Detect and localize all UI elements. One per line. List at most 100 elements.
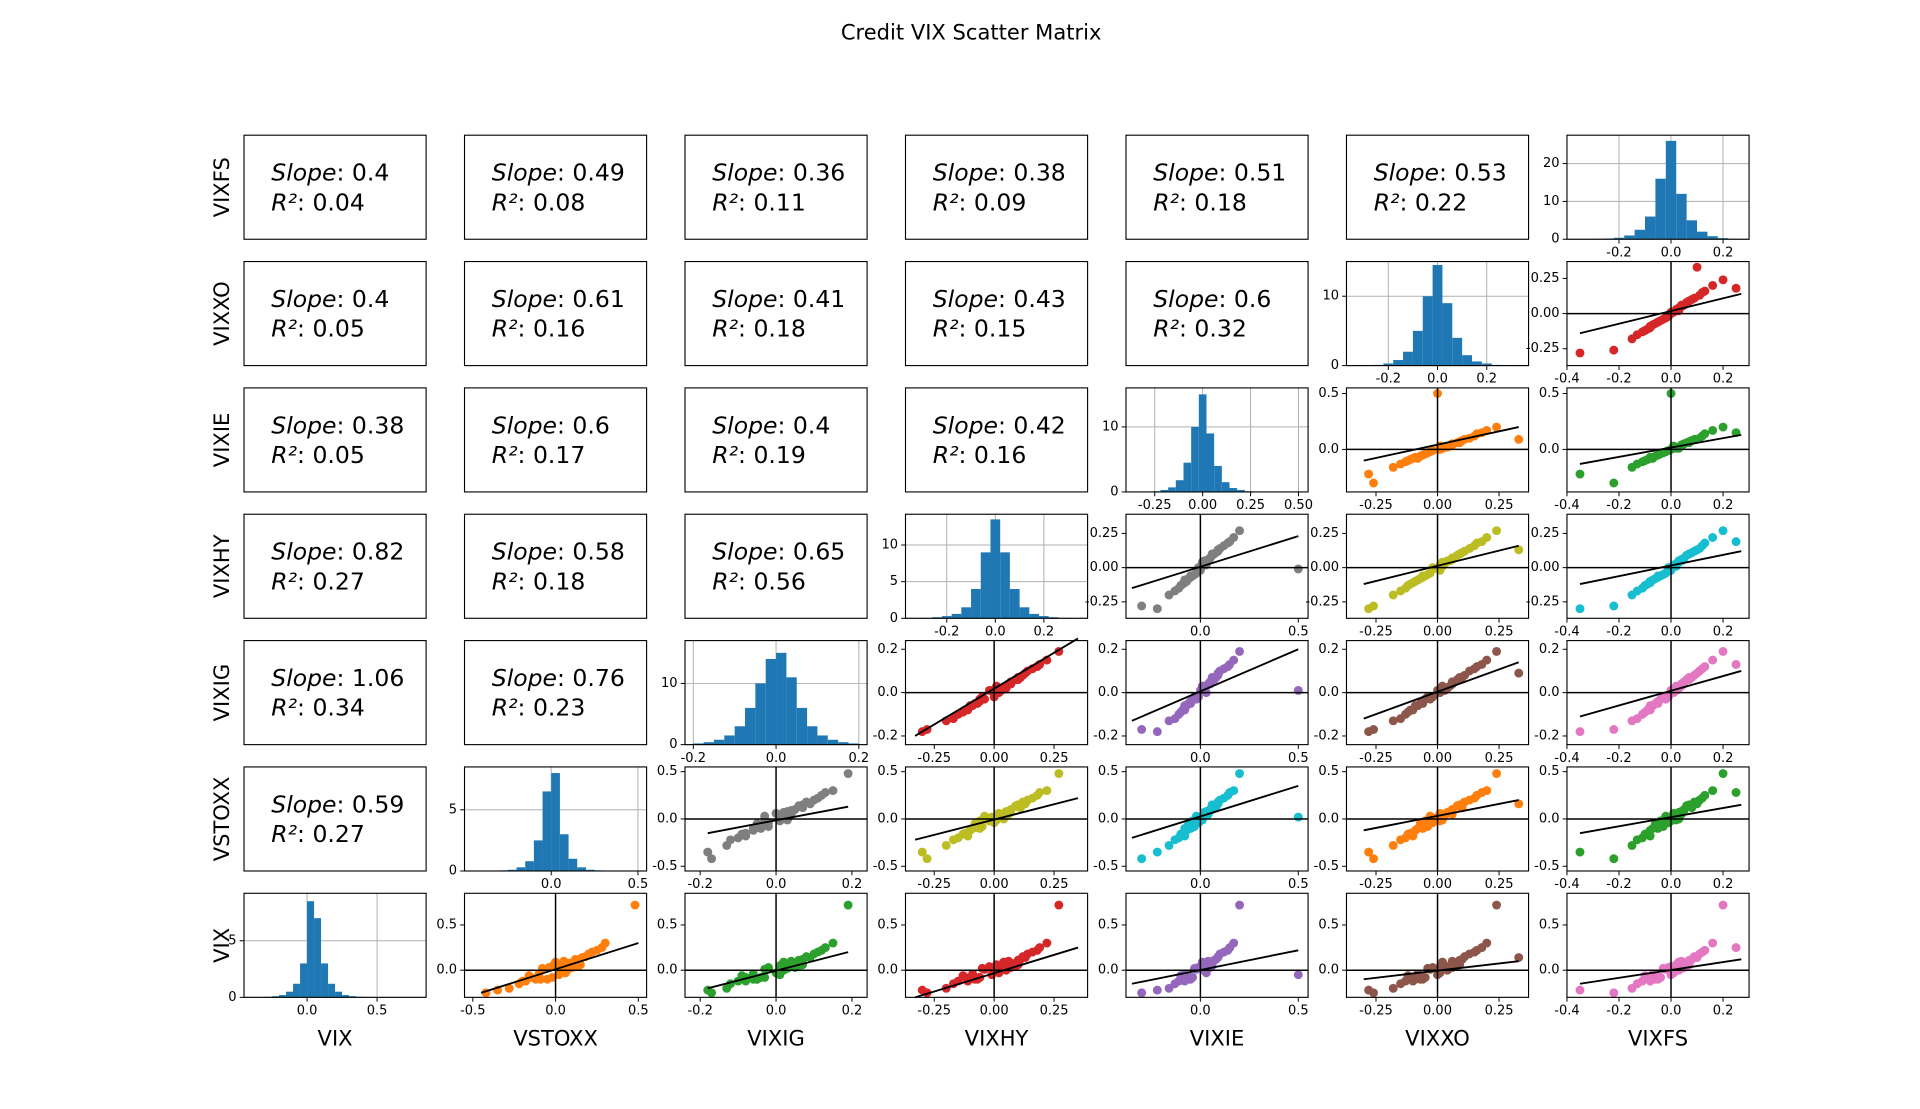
x-tick-label: 0.2 bbox=[1034, 624, 1055, 639]
panel-content: -0.25 0.00 0.25 -0.25 0.00 0.25 bbox=[1305, 514, 1529, 639]
fit-line bbox=[1363, 544, 1519, 585]
panel-frame bbox=[463, 134, 648, 240]
x-tick-label: 0.0 bbox=[1661, 245, 1682, 260]
r2-text: R²: 0.22 bbox=[1374, 188, 1468, 216]
fit-line bbox=[1363, 661, 1520, 720]
slope-text: Slope: 0.61 bbox=[492, 284, 625, 312]
y-tick-label: 0.00 bbox=[1531, 306, 1560, 321]
r2-text: R²: 0.18 bbox=[1153, 188, 1247, 216]
y-tick-label: 0.5 bbox=[1318, 917, 1339, 932]
y-tick-label: 0.5 bbox=[1318, 764, 1339, 779]
panel-frame bbox=[243, 766, 427, 872]
histogram-bar bbox=[1191, 426, 1199, 492]
x-tick-label: 0.25 bbox=[1040, 1003, 1069, 1018]
scatter-point bbox=[1186, 698, 1196, 708]
histogram-bar bbox=[293, 983, 301, 998]
x-tick-label: -0.2 bbox=[1606, 877, 1631, 892]
stat-separator: : bbox=[337, 663, 352, 691]
row-label: VIXHY bbox=[209, 534, 234, 598]
stat-label: Slope bbox=[712, 411, 777, 439]
scatter-point bbox=[958, 829, 968, 839]
panel-frame bbox=[684, 766, 868, 872]
x-tick-label: -0.2 bbox=[687, 877, 712, 892]
panel: -0.25 0.00 0.25 0.50 0 10 bbox=[1102, 387, 1313, 513]
stat-label: R² bbox=[933, 314, 959, 342]
panel-content: -0.25 0.00 0.25 -0.2 0.0 0.2 bbox=[873, 637, 1088, 766]
stat-separator: : bbox=[1400, 188, 1415, 216]
histogram-bar bbox=[1403, 351, 1413, 366]
histogram-bar bbox=[1697, 231, 1708, 240]
panel: -0.5 0.0 0.5 0.0 0.5 bbox=[436, 892, 649, 1018]
panel-frame bbox=[1566, 513, 1750, 619]
stat-label: R² bbox=[271, 441, 297, 469]
y-tick-label: 0.0 bbox=[1318, 685, 1339, 700]
panel-frame bbox=[904, 260, 1089, 367]
slope-text: Slope: 0.49 bbox=[492, 158, 625, 186]
scatter-point bbox=[1671, 815, 1681, 825]
scatter-point bbox=[1697, 288, 1707, 297]
x-tick-label: 0.2 bbox=[842, 877, 863, 892]
scatter-point bbox=[1437, 443, 1447, 453]
scatter-point bbox=[1186, 572, 1196, 582]
scatter-point bbox=[1514, 799, 1524, 809]
scatter-point bbox=[1388, 983, 1398, 993]
scatter-point bbox=[1697, 793, 1707, 803]
scatter-point bbox=[1575, 348, 1585, 358]
stat-label: Slope bbox=[933, 411, 998, 439]
scatter-point bbox=[948, 714, 958, 724]
x-tick-label: -0.2 bbox=[1606, 1003, 1631, 1018]
stat-value: 0.15 bbox=[974, 314, 1026, 342]
panel: Slope: 0.4R²: 0.19 bbox=[684, 387, 868, 493]
x-tick-label: 0.0 bbox=[1190, 1003, 1211, 1018]
y-tick-label: 0.5 bbox=[1539, 386, 1560, 401]
chart-title: Credit VIX Scatter Matrix bbox=[841, 20, 1102, 45]
histogram-bar bbox=[585, 869, 595, 871]
scatter-point bbox=[1684, 296, 1694, 306]
y-tick-label: 0.25 bbox=[1310, 526, 1339, 541]
fit-line bbox=[1131, 784, 1299, 839]
scatter-point bbox=[1640, 707, 1650, 717]
stat-separator: : bbox=[778, 537, 793, 565]
scatter-point bbox=[1209, 955, 1219, 965]
y-tick-label: 5 bbox=[449, 802, 457, 817]
panel-content: -0.2 0.0 0.2 0 10 bbox=[661, 640, 869, 766]
column-label: VIXIE bbox=[1190, 1025, 1245, 1050]
y-tick-label: 10 bbox=[1543, 194, 1560, 209]
r2-text: R²: 0.27 bbox=[271, 567, 365, 595]
scatter-point bbox=[752, 823, 762, 832]
histogram-bar bbox=[1214, 465, 1222, 492]
scatter-point bbox=[1403, 829, 1413, 839]
stat-label: Slope bbox=[492, 284, 557, 312]
scatter-point bbox=[1653, 974, 1663, 984]
scatter-point bbox=[1042, 786, 1052, 796]
x-tick-label: -0.25 bbox=[917, 751, 951, 766]
histogram-bar bbox=[1237, 489, 1245, 492]
scatter-point bbox=[820, 943, 830, 953]
panel-frame bbox=[904, 387, 1089, 493]
histogram-bar bbox=[349, 996, 357, 998]
panel: -0.25 0.00 0.25 -0.2 0.0 0.2 bbox=[1314, 640, 1530, 766]
stat-value: 0.41 bbox=[793, 284, 845, 312]
scatter-point bbox=[794, 802, 804, 812]
scatter-point bbox=[1020, 799, 1030, 809]
stat-label: Slope bbox=[271, 158, 336, 186]
stat-value: 0.38 bbox=[352, 411, 404, 439]
r2-text: R²: 0.32 bbox=[1153, 314, 1247, 342]
scatter-point bbox=[1428, 446, 1438, 456]
scatter-point bbox=[726, 835, 735, 845]
x-tick-label: 0.2 bbox=[1713, 1003, 1734, 1018]
scatter-point bbox=[1708, 786, 1718, 796]
stat-separator: : bbox=[738, 441, 753, 469]
panel-frame bbox=[1566, 387, 1750, 493]
scatter-point bbox=[1364, 727, 1374, 737]
x-tick-label: 0.2 bbox=[848, 751, 869, 766]
scatter-point bbox=[1492, 900, 1502, 910]
scatter-point bbox=[1447, 958, 1457, 968]
stat-value: 0.49 bbox=[572, 158, 624, 186]
